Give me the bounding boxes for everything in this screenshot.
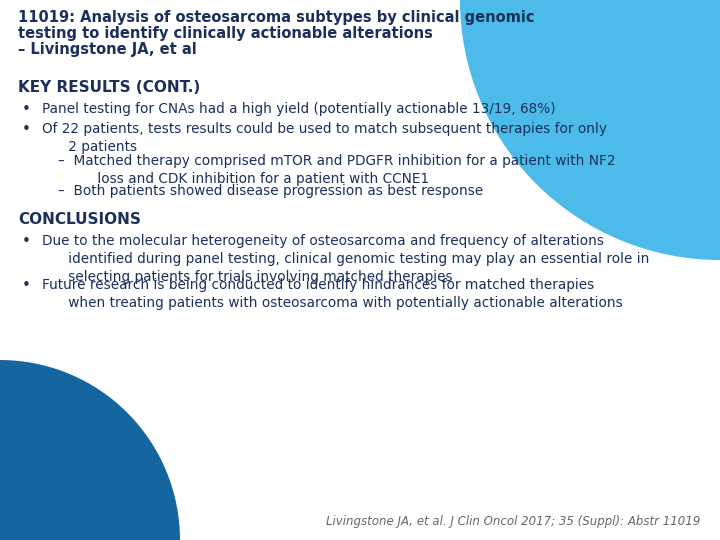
Text: –  Matched therapy comprised mTOR and PDGFR inhibition for a patient with NF2
  : – Matched therapy comprised mTOR and PDG… <box>58 154 616 186</box>
Text: –  Both patients showed disease progression as best response: – Both patients showed disease progressi… <box>58 184 483 198</box>
Text: – Livingstone JA, et al: – Livingstone JA, et al <box>18 42 197 57</box>
Text: •: • <box>22 234 30 249</box>
Text: Due to the molecular heterogeneity of osteosarcoma and frequency of alterations
: Due to the molecular heterogeneity of os… <box>42 234 649 284</box>
Circle shape <box>460 0 720 260</box>
Text: 11019: Analysis of osteosarcoma subtypes by clinical genomic: 11019: Analysis of osteosarcoma subtypes… <box>18 10 534 25</box>
Text: Of 22 patients, tests results could be used to match subsequent therapies for on: Of 22 patients, tests results could be u… <box>42 122 607 154</box>
Text: testing to identify clinically actionable alterations: testing to identify clinically actionabl… <box>18 26 433 41</box>
Text: Panel testing for CNAs had a high yield (potentially actionable 13/19, 68%): Panel testing for CNAs had a high yield … <box>42 102 556 116</box>
Text: •: • <box>22 278 30 293</box>
Circle shape <box>0 360 180 540</box>
Text: •: • <box>22 122 30 137</box>
Text: Future research is being conducted to identify hindrances for matched therapies
: Future research is being conducted to id… <box>42 278 623 310</box>
Text: CONCLUSIONS: CONCLUSIONS <box>18 212 141 227</box>
Text: KEY RESULTS (CONT.): KEY RESULTS (CONT.) <box>18 80 200 95</box>
Text: •: • <box>22 102 30 117</box>
Text: Livingstone JA, et al. J Clin Oncol 2017; 35 (Suppl): Abstr 11019: Livingstone JA, et al. J Clin Oncol 2017… <box>325 515 700 528</box>
